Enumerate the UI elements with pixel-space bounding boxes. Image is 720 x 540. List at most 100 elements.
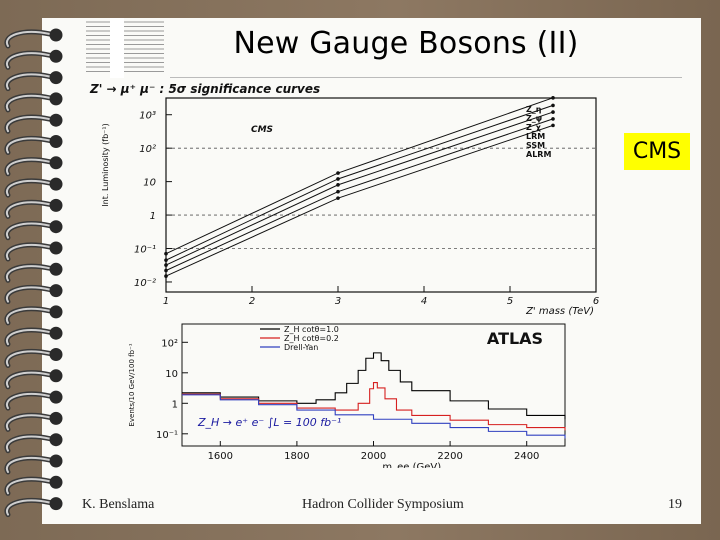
chart-annotation: Z_H → e⁺ e⁻ ∫L = 100 fb⁻¹ <box>197 416 341 429</box>
spiral-hole <box>49 198 63 212</box>
spiral-ring-highlight <box>5 456 51 473</box>
spiral-ring-highlight <box>5 265 51 282</box>
legend-entry: Drell-Yan <box>284 343 318 352</box>
y-axis-label: Events/10 GeV/100 fb⁻¹ <box>128 343 136 426</box>
cms-data-point <box>336 189 340 194</box>
x-tick-label: 1800 <box>284 451 309 462</box>
y-tick-label: 10⁻¹ <box>156 430 178 441</box>
spiral-ring-highlight <box>5 116 51 133</box>
footer-conference: Hadron Collider Symposium <box>302 497 464 512</box>
atlas-series-line <box>182 381 566 431</box>
spiral-ring-highlight <box>5 286 51 303</box>
spiral-ring-highlight <box>5 414 51 431</box>
atlas-mass-spectrum-chart: 10⁻¹ 1 10 10² 1600 1800 2000 2200 2400 m_ee (GeV)… <box>128 323 566 468</box>
y-tick-label: 1 <box>150 211 156 222</box>
cms-data-point <box>551 123 555 128</box>
y-tick-label: 10² <box>161 338 178 349</box>
spiral-ring-highlight <box>5 435 51 452</box>
spiral-hole <box>49 220 63 234</box>
spiral-ring-highlight <box>5 94 51 111</box>
cms-significance-chart: Z' → μ⁺ μ⁻ : 5σ significance curves CMS 10… <box>89 82 599 316</box>
spiral-ring-highlight <box>5 307 51 324</box>
spiral-ring-highlight <box>5 52 51 69</box>
spiral-hole <box>49 475 63 489</box>
spiral-ring-highlight <box>5 222 51 239</box>
x-tick-label: 2400 <box>514 451 539 462</box>
cms-data-point <box>164 251 168 256</box>
x-tick-label: 3 <box>335 296 341 307</box>
spiral-hole <box>49 92 63 106</box>
legend-entry: ALRM <box>526 150 551 159</box>
spiral-ring-highlight <box>5 499 51 516</box>
atlas-series-line <box>182 352 566 420</box>
spiral-ring-highlight <box>5 393 51 410</box>
spiral-ring-highlight <box>5 478 51 495</box>
spiral-hole <box>49 326 63 340</box>
legend-entry: Z_χ <box>526 123 541 132</box>
cms-series-line <box>165 97 554 255</box>
x-tick-label: 2 <box>249 296 255 307</box>
cms-data-point <box>551 110 555 114</box>
decorative-lines <box>86 18 164 78</box>
spiral-hole <box>49 284 63 298</box>
cms-data-point <box>164 268 168 273</box>
spiral-hole <box>49 305 63 319</box>
cms-data-point <box>551 96 555 100</box>
atlas-series-line <box>182 394 566 439</box>
y-tick-label: 10² <box>139 144 156 155</box>
spiral-hole <box>49 454 63 468</box>
spiral-ring-highlight <box>5 158 51 175</box>
spiral-hole <box>49 49 63 63</box>
spiral-hole <box>49 71 63 85</box>
x-tick-label: 2000 <box>361 451 386 462</box>
legend-entry: Z_ψ <box>526 114 542 123</box>
cms-data-point <box>164 258 168 262</box>
y-tick-label: 1 <box>172 399 178 410</box>
cms-data-point <box>336 183 340 187</box>
cms-data-point <box>336 177 340 181</box>
cms-series-line <box>165 111 554 266</box>
y-tick-label: 10 <box>165 369 178 380</box>
y-tick-label: 10⁻¹ <box>134 245 156 256</box>
y-tick-label: 10³ <box>139 111 156 122</box>
title-divider <box>170 77 682 78</box>
spiral-ring-highlight <box>5 350 51 367</box>
footer-author: K. Benslama <box>82 497 155 512</box>
x-tick-label: 5 <box>507 296 513 307</box>
spiral-ring-highlight <box>5 137 51 154</box>
legend-entry: SSM <box>526 141 545 150</box>
y-tick-label: 10 <box>143 178 156 189</box>
cms-data-point <box>164 263 168 267</box>
x-axis-label: m_ee (GeV) <box>382 462 441 468</box>
spiral-hole <box>49 390 63 404</box>
x-tick-label: 4 <box>421 296 427 307</box>
cms-data-point <box>336 171 340 175</box>
x-tick-label: 2200 <box>437 451 462 462</box>
plot-frame <box>165 97 597 293</box>
cms-badge: CMS <box>624 133 690 170</box>
spiral-hole <box>49 369 63 383</box>
cms-series-line <box>165 118 554 271</box>
cms-data-point <box>551 103 555 108</box>
legend-entry: Z_η <box>526 105 542 114</box>
cms-data-point <box>164 274 168 278</box>
spiral-hole <box>49 411 63 425</box>
chart-annotation: CMS <box>251 125 273 135</box>
cms-series-line <box>165 104 554 261</box>
spiral-ring-highlight <box>5 73 51 90</box>
spiral-binding <box>4 28 63 518</box>
slide-title: New Gauge Bosons (II) <box>233 26 579 61</box>
legend-entry: Z_H cotθ=1.0 <box>284 325 339 334</box>
spiral-hole <box>49 433 63 447</box>
slide-paper <box>42 18 701 524</box>
spiral-ring-highlight <box>5 329 51 346</box>
chart-title: ATLAS <box>487 329 543 348</box>
spiral-hole <box>49 156 63 170</box>
spiral-hole <box>49 348 63 361</box>
legend-entry: Z_H cotθ=0.2 <box>284 334 339 343</box>
spiral-hole <box>49 177 63 191</box>
spiral-hole <box>49 497 63 511</box>
spiral-ring-highlight <box>5 180 51 197</box>
cms-data-point <box>551 117 555 121</box>
cms-data-point <box>336 196 340 200</box>
